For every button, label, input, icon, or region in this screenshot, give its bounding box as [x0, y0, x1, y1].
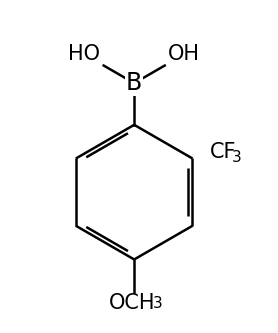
Text: HO: HO	[68, 44, 100, 64]
Text: 3: 3	[232, 150, 242, 166]
Text: OH: OH	[168, 44, 200, 64]
Text: 3: 3	[153, 296, 163, 311]
Text: OCH: OCH	[109, 293, 156, 313]
Text: B: B	[126, 71, 142, 95]
Text: CF: CF	[210, 142, 237, 162]
